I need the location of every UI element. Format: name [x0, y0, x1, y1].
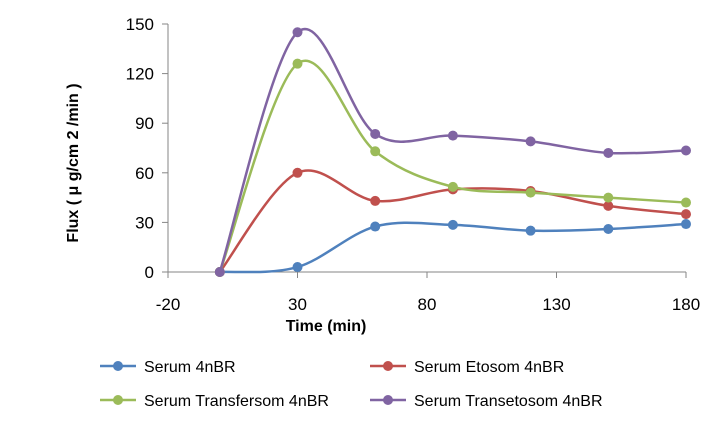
- legend-marker: [113, 395, 123, 405]
- y-tick-label: 0: [145, 263, 154, 282]
- legend-entry: Serum Etosom 4nBR: [370, 359, 564, 376]
- series-3: [214, 58, 691, 277]
- ticks: 0 30 60 90 120 150 -20 30 80 130 180: [126, 15, 701, 314]
- legend-label: Serum Transetosom 4nBR: [414, 393, 603, 410]
- data-point: [525, 136, 536, 147]
- data-point: [525, 225, 536, 236]
- series-line: [218, 59, 687, 273]
- data-point: [447, 219, 458, 230]
- series-line: [219, 221, 687, 274]
- legend: Serum 4nBR Serum Etosom 4nBR Serum Transfe…: [100, 359, 603, 410]
- data-point: [525, 187, 536, 198]
- data-point: [370, 128, 381, 139]
- data-point: [292, 27, 303, 38]
- data-point: [603, 200, 614, 211]
- series-line: [218, 28, 687, 273]
- data-point: [681, 145, 691, 156]
- series-layer: [214, 27, 691, 277]
- legend-entry: Serum Transetosom 4nBR: [370, 393, 603, 410]
- data-point: [447, 181, 458, 192]
- data-point: [603, 147, 614, 158]
- data-point: [292, 262, 303, 273]
- data-point: [603, 224, 614, 235]
- data-point: [681, 209, 691, 220]
- x-tick-label: 80: [418, 295, 437, 314]
- x-tick-label: 130: [542, 295, 570, 314]
- data-point: [370, 195, 381, 206]
- x-axis-title: Time (min): [286, 318, 367, 335]
- legend-marker: [383, 361, 393, 371]
- y-tick-label: 90: [135, 114, 154, 133]
- data-point: [292, 167, 303, 178]
- legend-label: Serum Etosom 4nBR: [414, 359, 564, 376]
- legend-entry: Serum Transfersom 4nBR: [100, 393, 329, 410]
- x-tick-label: -20: [156, 295, 181, 314]
- y-tick-label: 30: [135, 213, 154, 232]
- x-tick-label: 30: [288, 295, 307, 314]
- series-1: [214, 219, 691, 277]
- legend-label: Serum 4nBR: [144, 359, 236, 376]
- y-tick-label: 60: [135, 164, 154, 183]
- data-point: [603, 192, 614, 203]
- y-axis-title: Flux ( μ g/cm 2 /min ): [65, 83, 82, 242]
- x-tick-label: 180: [672, 295, 700, 314]
- data-point: [447, 130, 458, 141]
- legend-marker: [383, 395, 393, 405]
- legend-label: Serum Transfersom 4nBR: [144, 393, 329, 410]
- data-point: [214, 267, 225, 277]
- data-point: [370, 221, 381, 232]
- y-tick-label: 120: [126, 65, 154, 84]
- legend-marker: [113, 361, 123, 371]
- series-4: [214, 27, 691, 277]
- y-tick-label: 150: [126, 15, 154, 34]
- data-point: [292, 58, 303, 69]
- data-point: [370, 146, 381, 157]
- data-point: [681, 197, 691, 208]
- data-point: [681, 219, 691, 230]
- legend-entry: Serum 4nBR: [100, 359, 236, 376]
